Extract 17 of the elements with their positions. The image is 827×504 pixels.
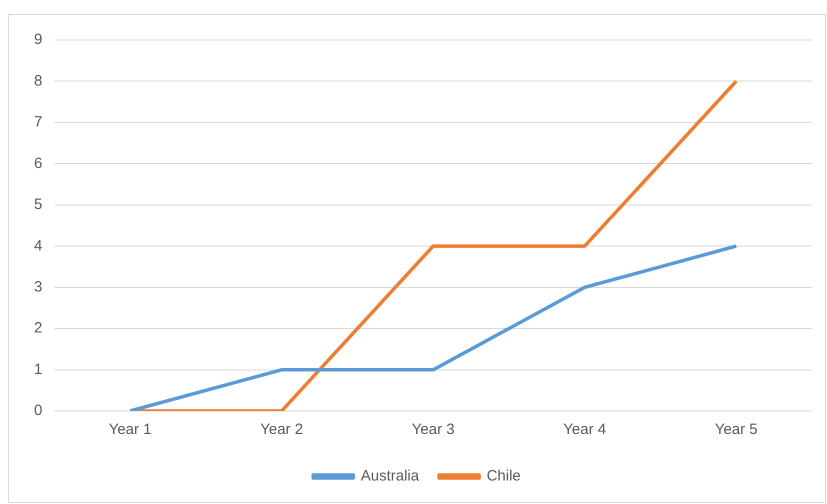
- legend-label: Chile: [486, 468, 521, 485]
- y-tick-label: 6: [34, 154, 42, 172]
- y-tick-label: 3: [34, 278, 42, 296]
- y-tick-label: 1: [34, 360, 42, 378]
- x-tick-label: Year 3: [412, 421, 455, 438]
- y-tick-label: 9: [34, 31, 42, 48]
- y-tick-label: 7: [34, 114, 42, 131]
- x-tick-label: Year 4: [563, 421, 606, 438]
- y-tick-label: 4: [34, 237, 42, 254]
- y-tick-label: 2: [34, 320, 42, 337]
- y-tick-label: 8: [34, 72, 42, 90]
- y-tick-label: 5: [34, 196, 42, 214]
- x-tick-label: Year 1: [108, 421, 152, 438]
- x-tick-label: Year 2: [260, 421, 304, 438]
- y-tick-label: 0: [34, 402, 42, 420]
- x-tick-label: Year 5: [714, 421, 758, 438]
- legend-label: Australia: [360, 468, 420, 485]
